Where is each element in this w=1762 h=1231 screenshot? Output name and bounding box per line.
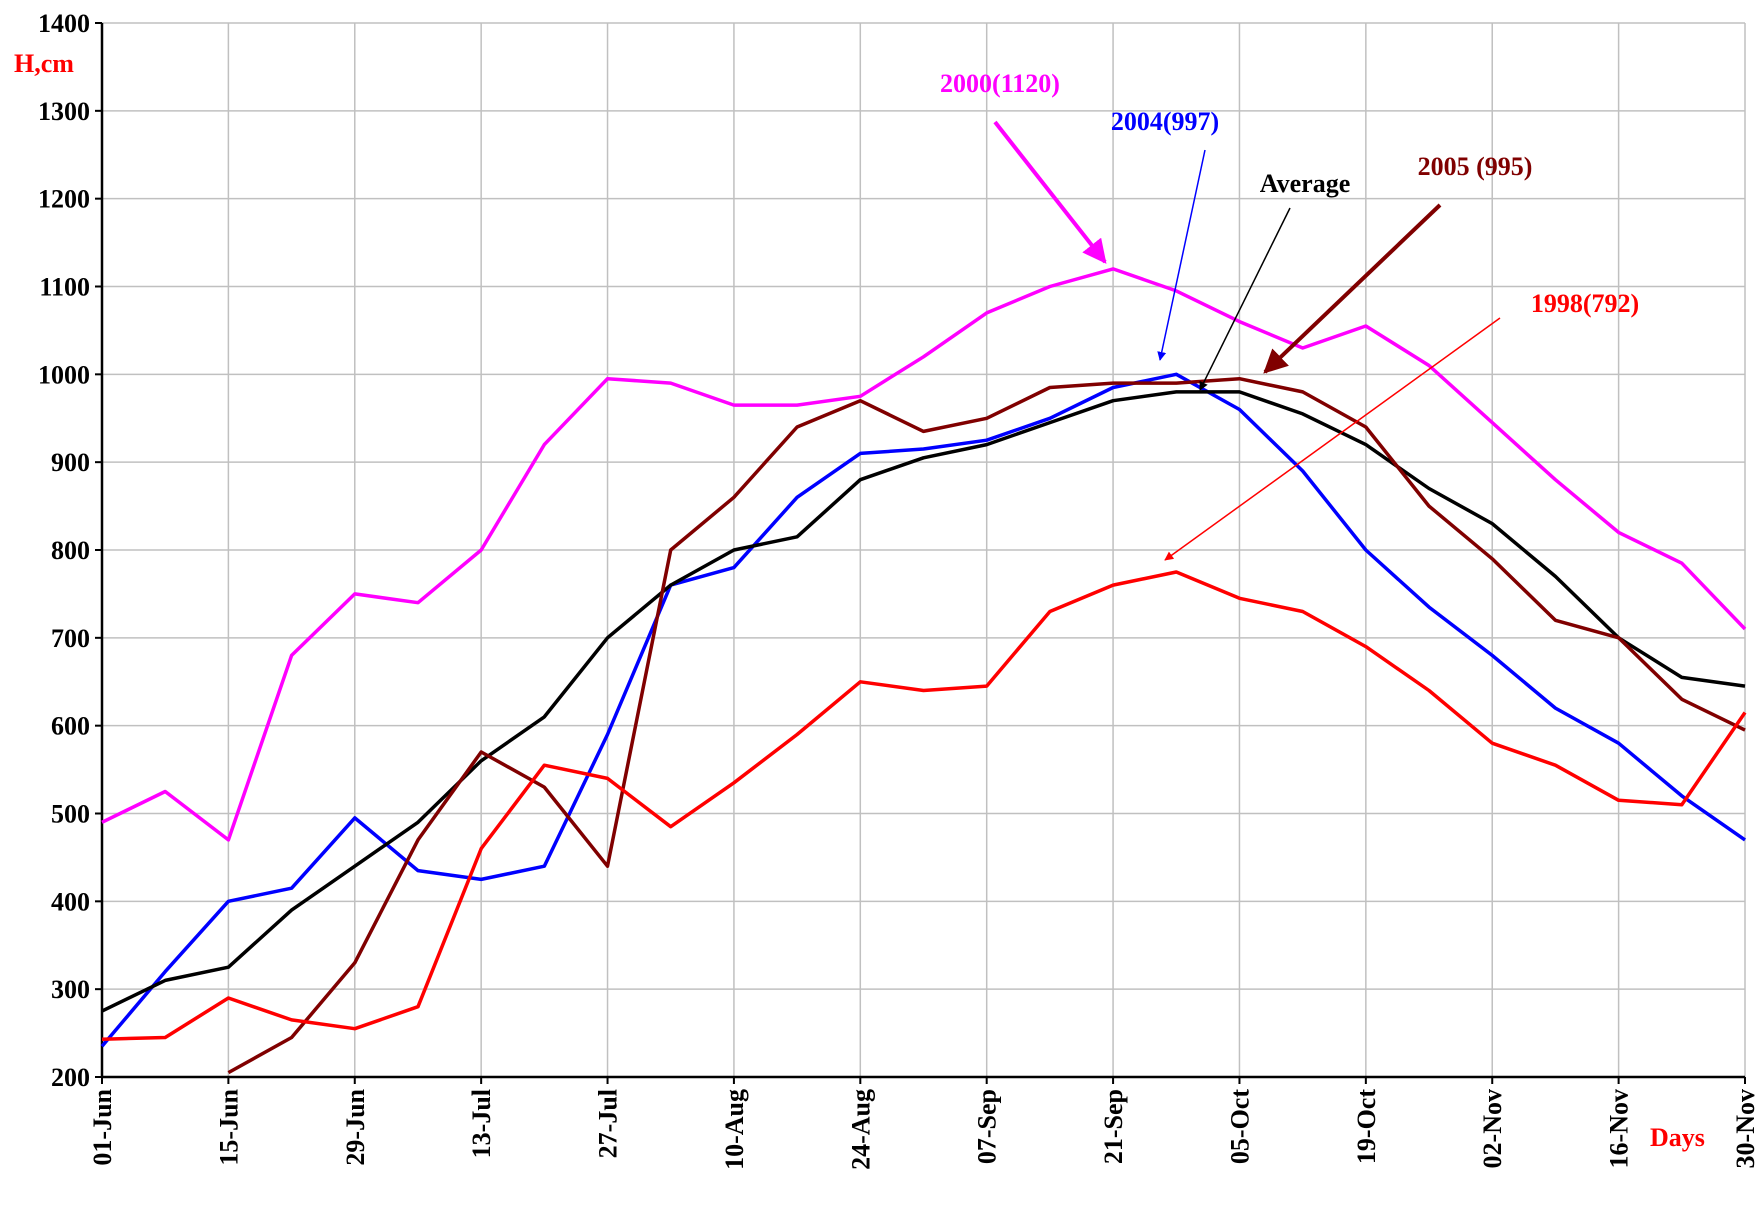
x-tick-label: 01-Jun — [88, 1088, 117, 1165]
annotation-arrow — [1157, 149, 1206, 361]
y-tick-label: 1400 — [38, 9, 90, 38]
x-tick-label: 16-Nov — [1605, 1089, 1634, 1168]
annotation-arrow — [993, 120, 1107, 264]
legend-label: 2004(997) — [1111, 107, 1219, 136]
y-tick-label: 1100 — [39, 273, 90, 302]
series-line — [101, 570, 1747, 1041]
x-tick-label: 05-Oct — [1225, 1089, 1254, 1164]
x-axis-label: Days — [1650, 1123, 1705, 1152]
annotation-arrow — [1199, 207, 1291, 391]
legend-label: 2000(1120) — [940, 69, 1060, 98]
y-tick-label: 500 — [51, 800, 90, 829]
y-tick-label: 800 — [51, 536, 90, 565]
x-tick-label: 15-Jun — [214, 1088, 243, 1165]
x-tick-label: 27-Jul — [594, 1089, 623, 1158]
legend-label: 1998(792) — [1531, 289, 1639, 318]
series-line — [100, 372, 1746, 1048]
y-tick-label: 1300 — [38, 97, 90, 126]
x-tick-label: 02-Nov — [1478, 1089, 1507, 1168]
y-tick-label: 300 — [51, 975, 90, 1004]
y-tick-label: 600 — [51, 712, 90, 741]
x-tick-label: 29-Jun — [341, 1088, 370, 1165]
x-tick-label: 19-Oct — [1352, 1089, 1381, 1164]
x-tick-label: 30-Nov — [1731, 1089, 1760, 1168]
annotation-arrow — [1263, 203, 1442, 374]
series-line — [227, 376, 1746, 1075]
x-tick-label: 13-Jul — [467, 1089, 496, 1158]
x-tick-label: 24-Aug — [846, 1089, 875, 1170]
y-tick-label: 1200 — [38, 185, 90, 214]
annotation-arrow — [1164, 317, 1501, 561]
legend-label: 2005 (995) — [1418, 152, 1533, 181]
y-tick-label: 200 — [51, 1063, 90, 1092]
y-tick-label: 900 — [51, 448, 90, 477]
legend-label: Average — [1260, 169, 1350, 198]
y-axis-label: H,cm — [14, 49, 74, 78]
y-tick-label: 400 — [51, 887, 90, 916]
x-tick-label: 21-Sep — [1099, 1089, 1128, 1164]
y-tick-label: 700 — [51, 624, 90, 653]
series-line — [101, 267, 1747, 842]
y-tick-label: 1000 — [38, 360, 90, 389]
series-line — [101, 390, 1746, 1013]
x-tick-label: 10-Aug — [720, 1089, 749, 1170]
x-tick-label: 07-Sep — [973, 1089, 1002, 1164]
